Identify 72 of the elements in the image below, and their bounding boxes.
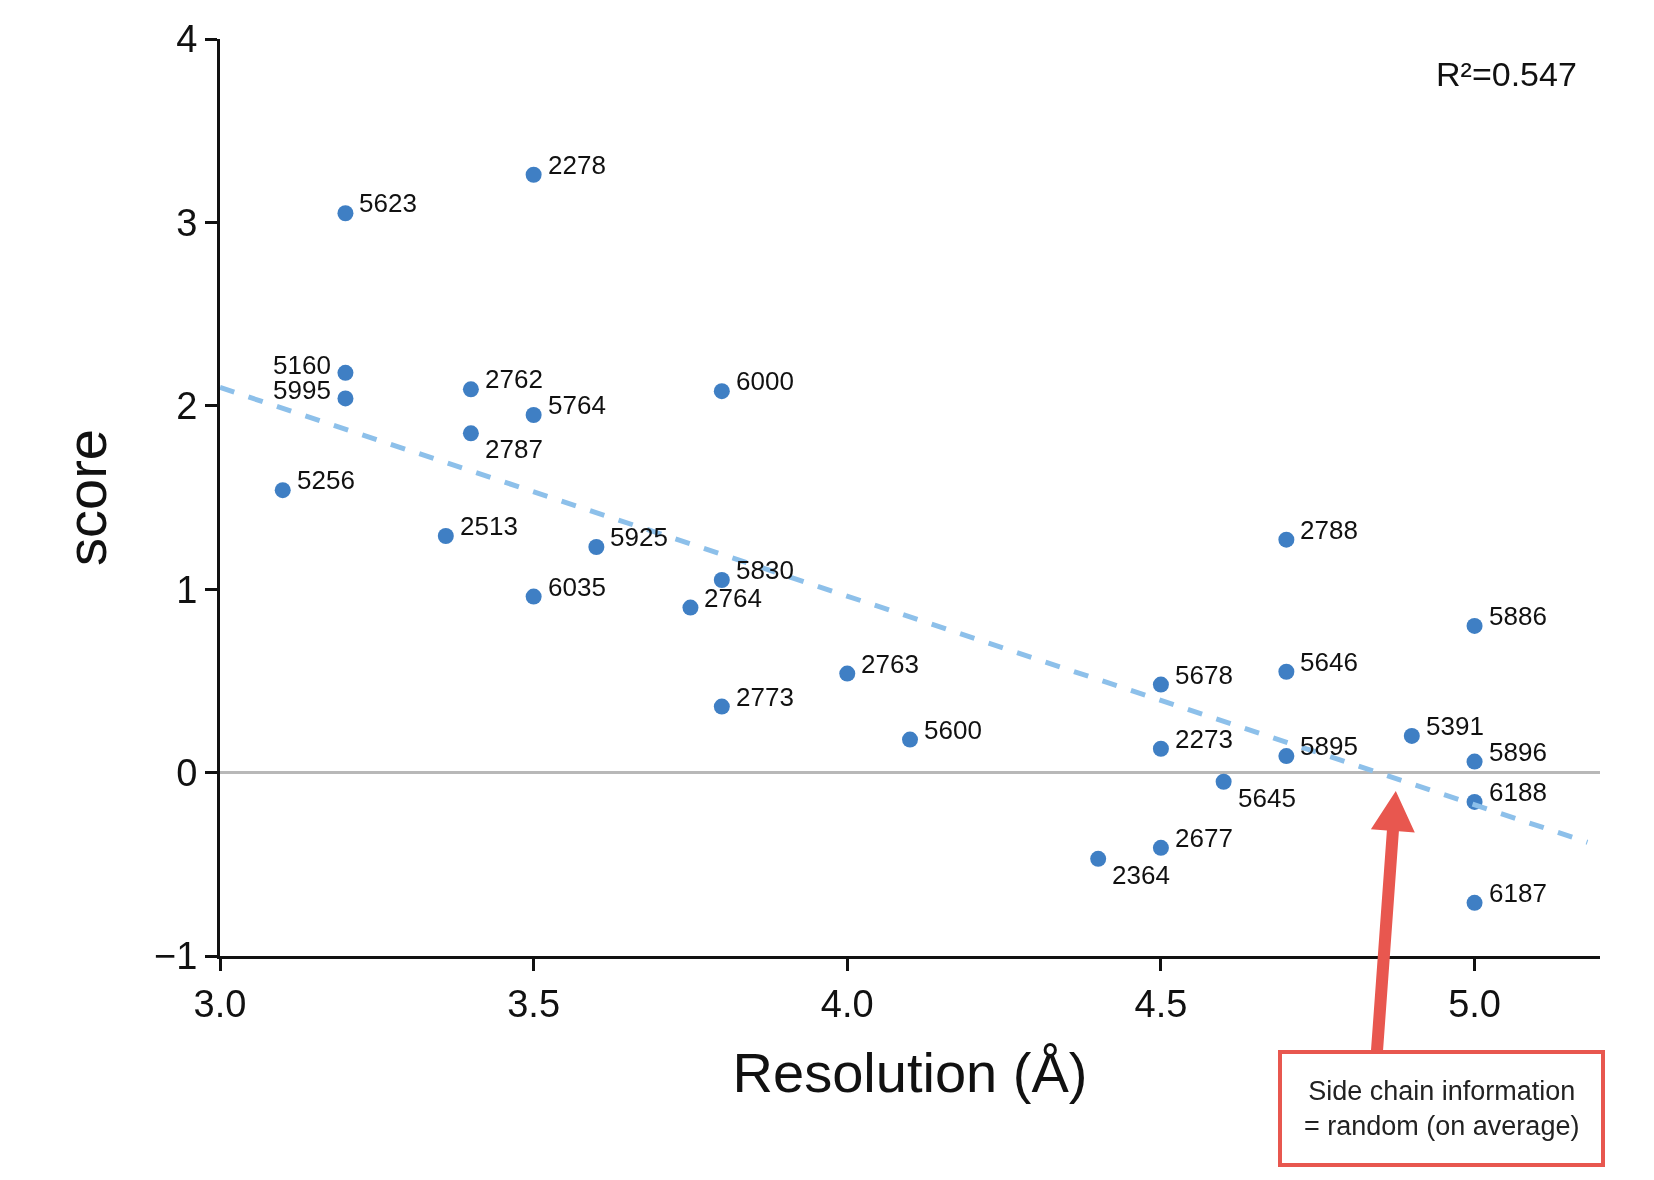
point (462, 381, 479, 398)
y-tick-label: −1 (154, 935, 198, 978)
point (1090, 850, 1107, 867)
annotation: 2762 (485, 364, 543, 394)
annotation: 5646 (1300, 647, 1358, 677)
y-tick-label: 0 (176, 751, 198, 794)
y-tick-label: 1 (176, 568, 198, 611)
annotation: 6188 (1489, 777, 1547, 807)
annotation: 5623 (359, 188, 417, 218)
annotation: 5896 (1489, 737, 1547, 767)
annotation: 5391 (1426, 711, 1484, 741)
annotation: 2764 (704, 583, 762, 613)
annotation: 2788 (1300, 515, 1358, 545)
point (337, 390, 354, 407)
point (713, 698, 730, 715)
x-tick-label: 4.0 (820, 982, 874, 1025)
annotation: 5895 (1300, 731, 1358, 761)
annotation: 5886 (1489, 601, 1547, 631)
point (1152, 839, 1169, 856)
x-tick-label: 3.0 (193, 982, 247, 1025)
point (337, 205, 354, 222)
annotation: 5830 (736, 555, 794, 585)
y-tick-label: 2 (176, 385, 198, 428)
y-tick-label: 3 (176, 201, 198, 244)
point (1466, 617, 1483, 634)
point (682, 599, 699, 616)
point (839, 665, 856, 682)
point (462, 425, 479, 442)
x-tick-label: 5.0 (1448, 982, 1501, 1025)
point (337, 364, 354, 381)
point (902, 731, 918, 748)
annotation: 2273 (1175, 724, 1233, 754)
annotation: 2773 (736, 682, 794, 712)
point (525, 166, 542, 183)
point (437, 528, 454, 544)
annotation: 6187 (1489, 878, 1547, 908)
annotation: 5764 (548, 390, 606, 420)
annotation: 2787 (485, 434, 543, 464)
point (1278, 531, 1295, 548)
point (1152, 676, 1169, 693)
point (588, 539, 605, 556)
annotation: 2513 (460, 511, 518, 541)
annotation: 5256 (297, 465, 355, 495)
point (713, 572, 730, 589)
annotation: 2677 (1175, 823, 1233, 853)
annotation: 5925 (610, 522, 668, 552)
annotation: 5678 (1175, 660, 1233, 690)
x-tick-label: 3.5 (507, 982, 561, 1025)
point (1278, 748, 1295, 765)
annotation: 2278 (548, 150, 606, 180)
x-axis-title: Resolution (Å) (732, 1041, 1088, 1105)
point (525, 406, 542, 423)
point (525, 588, 542, 605)
y-tick-label: 4 (176, 18, 198, 61)
annotation: 5600 (924, 715, 982, 745)
point (713, 383, 730, 400)
text: Side chain information = random (on average) (1304, 1076, 1580, 1142)
annotation: 5645 (1238, 783, 1296, 813)
annotation: 2364 (1112, 860, 1170, 890)
point (1152, 740, 1169, 757)
point (1466, 894, 1483, 911)
point (1278, 663, 1295, 680)
x-tick-label: 4.5 (1134, 982, 1188, 1025)
point (1466, 753, 1483, 770)
point (1215, 773, 1232, 790)
point (1403, 727, 1420, 744)
y-axis-title: score (54, 429, 118, 566)
point (274, 482, 291, 499)
annotation: R²=0.547 (1436, 55, 1577, 93)
annotation: 2763 (861, 649, 919, 679)
annotation: 6000 (736, 366, 794, 396)
annotation: 6035 (548, 572, 606, 602)
